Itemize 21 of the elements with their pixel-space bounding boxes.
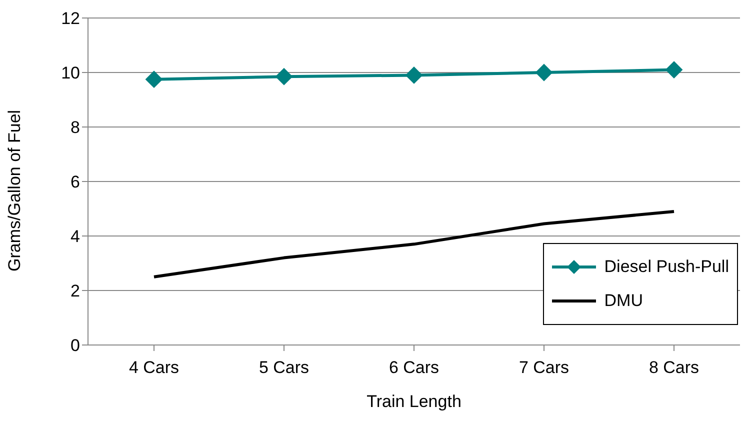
point: [406, 66, 422, 84]
point: [276, 68, 292, 86]
x-tick-label: 6 Cars: [388, 358, 440, 378]
y-tick-label: 0: [70, 336, 80, 356]
point: [666, 61, 682, 78]
y-tick-label: 6: [70, 172, 80, 192]
x-tick-label: 7 Cars: [518, 358, 570, 378]
point: [146, 70, 162, 88]
legend-label: DMU: [604, 291, 643, 311]
legend-label: Diesel Push-Pull: [604, 257, 729, 277]
x-tick-label: 5 Cars: [258, 358, 310, 378]
y-tick-label: 12: [61, 9, 80, 28]
y-tick-label: 4: [70, 227, 80, 246]
y-tick-label: 10: [61, 64, 80, 83]
y-tick-label: 8: [70, 118, 80, 138]
x-tick-label: 8 Cars: [648, 358, 700, 378]
point: [536, 64, 552, 81]
x-axis-title: Train Length: [366, 392, 462, 411]
y-axis-title: Grams/Gallon of Fuel: [5, 110, 24, 272]
x-tick-label: 4 Cars: [128, 358, 180, 378]
y-tick-label: 2: [70, 282, 80, 301]
